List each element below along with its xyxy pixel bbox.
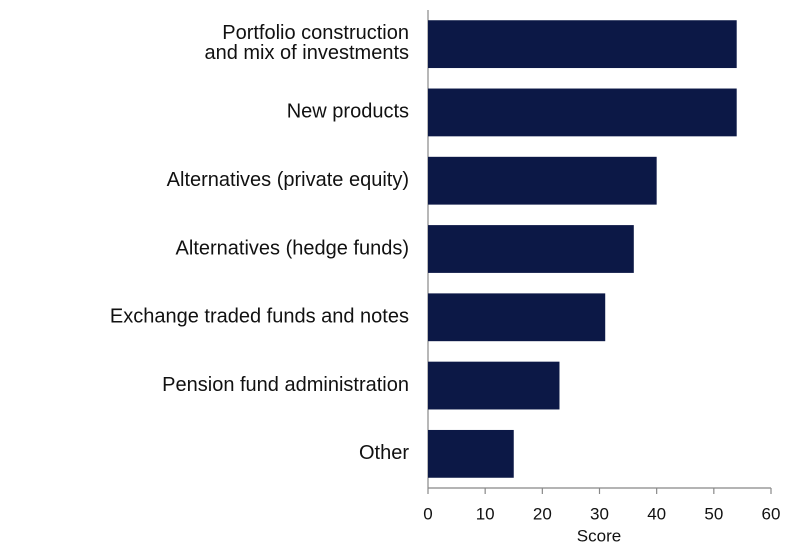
bar [428, 361, 560, 410]
bar [428, 429, 514, 478]
x-tick-label: 0 [423, 504, 432, 523]
bar [428, 225, 634, 273]
y-tick-label: New products [287, 101, 409, 123]
x-tick-label: 30 [590, 504, 609, 523]
x-tick-label: 50 [704, 504, 723, 523]
x-axis-label: Score [577, 526, 621, 545]
y-tick-label: Portfolio construction and mix of investm… [204, 22, 409, 64]
y-tick-label: Pension fund administration [162, 374, 409, 396]
x-tick-label: 10 [476, 504, 495, 523]
y-tick-label: Alternatives (private equity) [167, 169, 409, 191]
x-tick-label: 20 [533, 504, 552, 523]
bar [428, 156, 657, 205]
y-tick-label: Other [359, 442, 409, 464]
bar [428, 293, 606, 342]
y-tick-label: Exchange traded funds and notes [110, 306, 409, 328]
y-tick-label: Alternatives (hedge funds) [176, 237, 409, 259]
bar [428, 88, 737, 137]
x-tick-label: 60 [762, 504, 781, 523]
x-tick-label: 40 [647, 504, 666, 523]
bar [428, 20, 737, 69]
